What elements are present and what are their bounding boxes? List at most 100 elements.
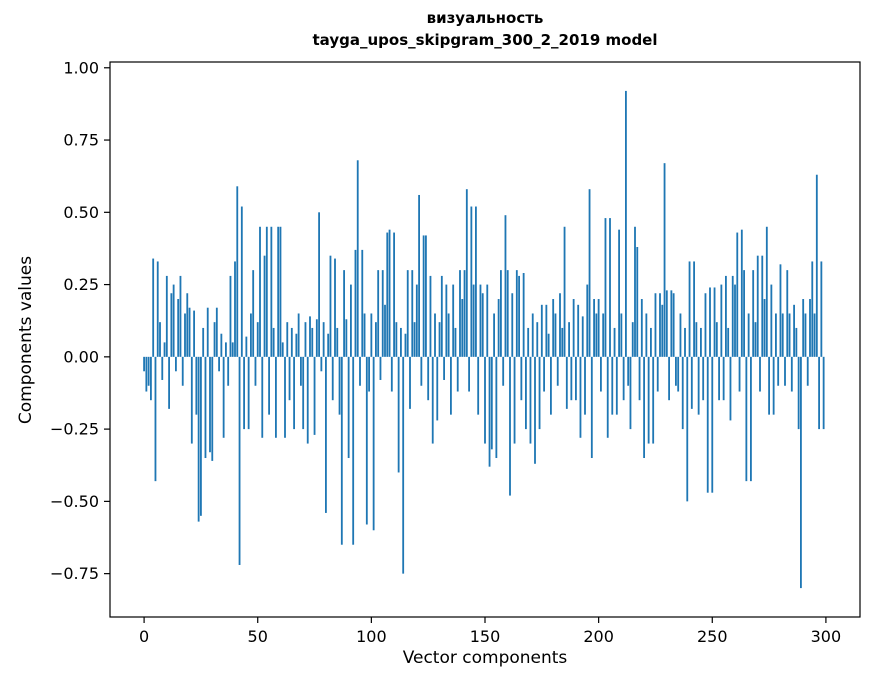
bar (609, 218, 611, 357)
bar (552, 299, 555, 357)
bar (318, 212, 320, 357)
x-tick-label: 150 (470, 627, 501, 646)
bar (695, 322, 698, 357)
bar (193, 310, 195, 357)
bar (775, 313, 777, 357)
bar (547, 333, 550, 357)
x-tick-label: 200 (583, 627, 614, 646)
y-tick-label: 1.00 (63, 58, 99, 77)
bar (672, 293, 675, 357)
bar (615, 356, 618, 415)
bar (229, 275, 232, 357)
y-tick-label: 0.00 (63, 347, 99, 366)
bar (170, 293, 173, 357)
bar (411, 270, 414, 357)
bar (384, 304, 386, 357)
bar (684, 327, 686, 357)
bar (436, 356, 439, 421)
bar (302, 356, 305, 430)
bar (770, 284, 773, 357)
bar (818, 356, 820, 430)
bar (245, 336, 248, 357)
bar (336, 327, 339, 357)
bar (520, 356, 523, 401)
chart-title: визуальность tayga_upos_skipgram_300_2_2… (110, 8, 860, 52)
bar (461, 299, 464, 357)
bar (295, 333, 298, 357)
bar (788, 313, 791, 357)
bar (704, 293, 707, 357)
bar (247, 356, 250, 430)
bar (697, 356, 700, 415)
bar (422, 235, 425, 357)
bar (579, 356, 582, 438)
bar (161, 356, 164, 380)
bar (338, 356, 341, 415)
bar (168, 356, 170, 409)
bar (602, 313, 605, 357)
bar (420, 356, 423, 386)
bar (331, 356, 334, 401)
bar (386, 232, 389, 357)
y-tick-label: −0.50 (50, 492, 99, 511)
bar (340, 356, 343, 545)
x-tick-label: 100 (356, 627, 387, 646)
bar (286, 322, 289, 357)
bar (736, 232, 739, 357)
bar (238, 356, 241, 565)
bar (556, 356, 559, 386)
bar (636, 247, 639, 357)
bar (322, 322, 325, 357)
bar (304, 322, 307, 357)
bar (172, 284, 175, 357)
bar (509, 356, 511, 496)
bar (606, 356, 609, 438)
bar (488, 356, 491, 467)
y-tick-label: 0.50 (63, 203, 99, 222)
bar (763, 299, 766, 357)
bar (631, 322, 634, 357)
bar (259, 226, 261, 357)
bar (368, 356, 370, 392)
bar (572, 299, 575, 357)
bar (511, 293, 514, 357)
bar (550, 356, 552, 415)
y-tick-label: 0.75 (63, 131, 99, 150)
bar (209, 356, 211, 453)
bar (377, 270, 380, 357)
bar (200, 356, 202, 516)
bar (359, 356, 361, 386)
bar (204, 356, 207, 459)
bar (472, 284, 475, 357)
x-tick-label: 50 (248, 627, 268, 646)
bar (188, 307, 191, 357)
bar (150, 356, 152, 401)
bar (595, 313, 598, 357)
bar (745, 356, 748, 482)
bar (597, 299, 600, 357)
bar (713, 287, 716, 357)
bar (806, 356, 809, 386)
bar (586, 284, 589, 357)
bar (181, 356, 184, 386)
bar (293, 356, 295, 430)
bar (427, 356, 430, 401)
bar (477, 356, 480, 415)
bar (777, 356, 780, 386)
bar (277, 226, 280, 357)
chart-title-line2: tayga_upos_skipgram_300_2_2019 model (312, 30, 658, 49)
bar (279, 226, 282, 357)
bar (656, 356, 659, 392)
bar (590, 356, 593, 459)
bar (445, 284, 448, 357)
bar (729, 356, 732, 421)
bar (720, 284, 723, 357)
bar (213, 322, 216, 357)
bar (797, 356, 800, 430)
bar (429, 275, 432, 357)
bar (686, 356, 689, 502)
bar (620, 313, 623, 357)
bar (147, 356, 150, 386)
bar (534, 356, 536, 464)
